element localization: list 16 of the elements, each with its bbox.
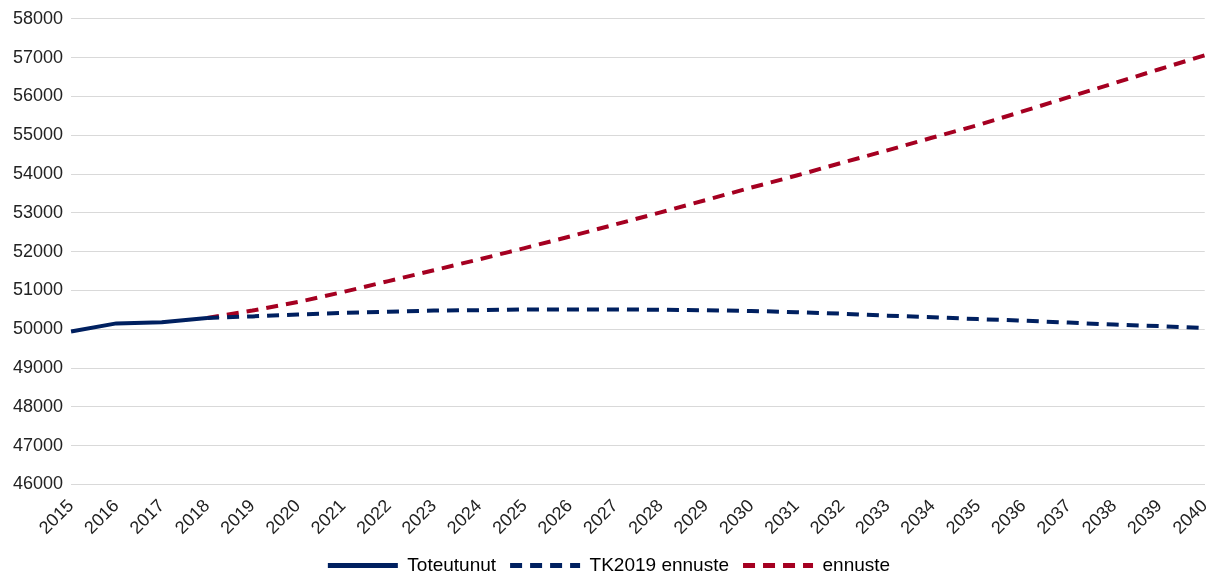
y-tick-label: 58000 [12,7,64,28]
y-tick-label: 51000 [12,279,64,300]
y-tick-label: 50000 [12,318,64,339]
legend-label: ennuste [822,553,891,575]
y-tick-label: 55000 [12,124,64,145]
y-tick-label: 52000 [12,240,64,261]
y-tick-label: 49000 [12,356,64,377]
y-tick-label: 46000 [12,473,64,494]
y-tick-label: 47000 [12,434,64,455]
legend-label: TK2019 ennuste [589,553,730,575]
legend-label: Toteutunut [407,553,497,575]
y-tick-label: 54000 [12,162,64,183]
y-tick-label: 48000 [12,395,64,416]
y-tick-label: 56000 [12,85,64,106]
y-tick-label: 57000 [12,46,64,67]
y-tick-label: 53000 [12,201,64,222]
